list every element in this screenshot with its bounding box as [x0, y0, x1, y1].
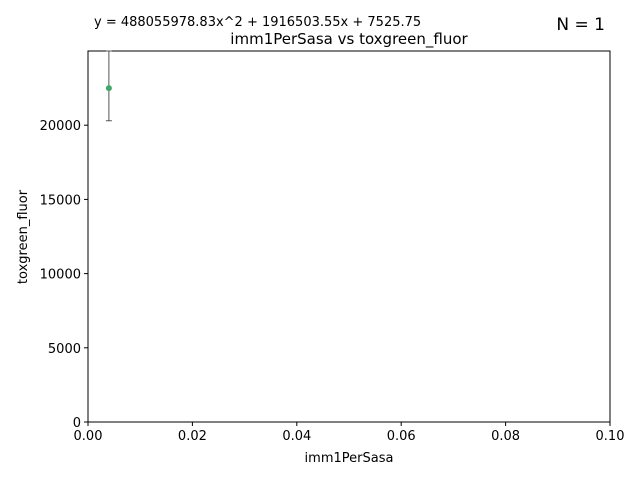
sample-count: N = 1 [556, 15, 605, 35]
y-tick-label-4: 20000 [40, 119, 81, 134]
x-tick-label-1: 0.02 [178, 429, 207, 444]
x-tick-label-3: 0.06 [387, 429, 416, 444]
x-tick-label-2: 0.04 [282, 429, 311, 444]
y-tick-label-3: 15000 [40, 193, 81, 208]
plot-frame [87, 50, 611, 423]
y-tick-label-2: 10000 [40, 268, 81, 283]
y-axis-label: toxgreen_fluor [16, 189, 31, 284]
x-tick-label-4: 0.08 [491, 429, 520, 444]
data-point-0 [105, 85, 112, 92]
x-tick-label-0: 0.00 [74, 429, 103, 444]
x-tick-label-5: 0.10 [596, 429, 625, 444]
chart-title: imm1PerSasa vs toxgreen_fluor [230, 30, 468, 49]
y-tick-label-1: 5000 [48, 342, 81, 357]
x-axis-label: imm1PerSasa [305, 451, 394, 466]
y-tick-label-0: 0 [73, 416, 81, 431]
fit-equation: y = 488055978.83x^2 + 1916503.55x + 7525… [94, 15, 421, 30]
